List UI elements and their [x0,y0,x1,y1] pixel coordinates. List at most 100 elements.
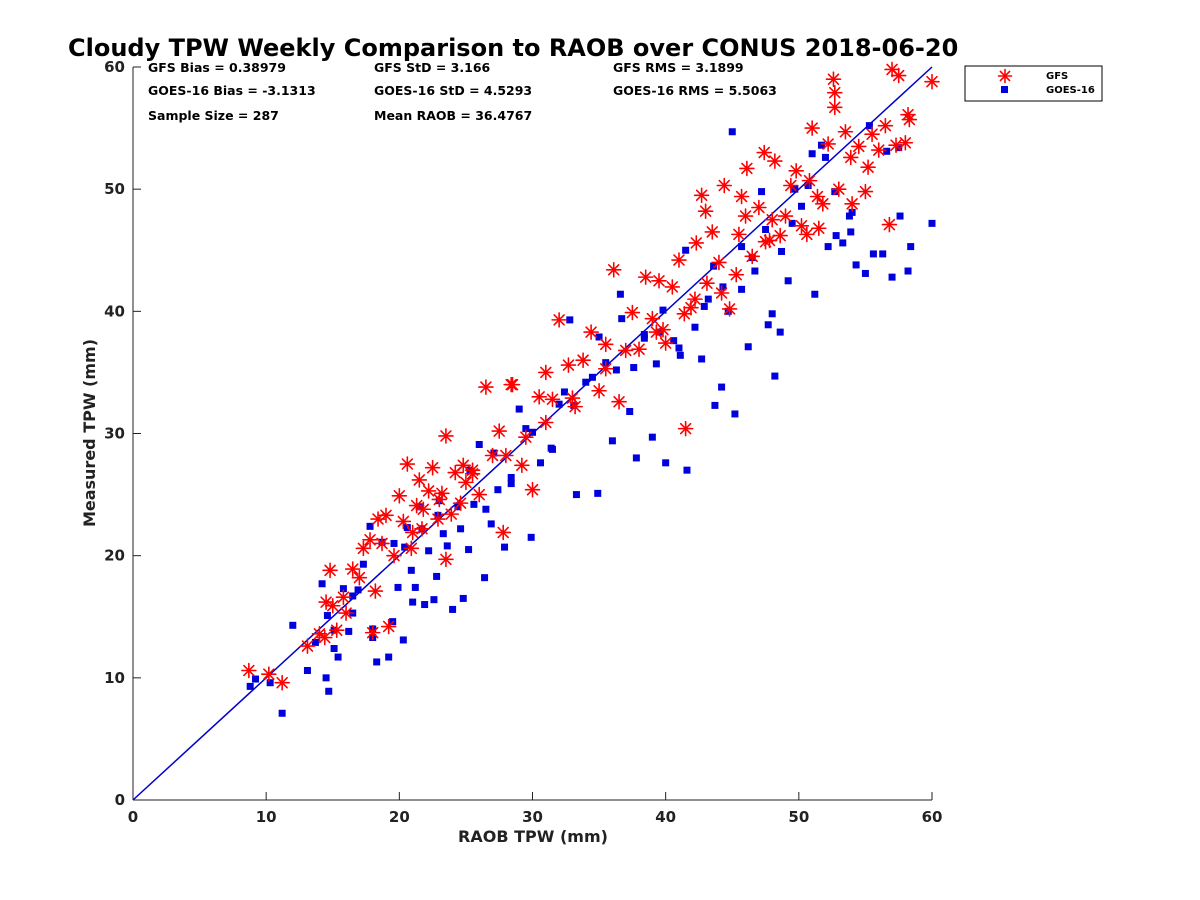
goes16-point [821,153,829,161]
gfs-point [386,547,402,564]
y-tick-label: 30 [104,425,125,443]
gfs-point [825,71,842,88]
goes16-point [719,283,727,291]
gfs-point [430,511,446,527]
goes16-point [698,355,706,363]
goes16-point [776,328,784,336]
goes16-point [758,188,766,196]
goes16-point [322,674,330,682]
goes16-point [731,410,739,418]
goes16-point [560,388,568,396]
gfs-point [538,414,554,431]
legend-goes-marker [1001,86,1008,93]
gfs-point [777,208,794,224]
goes16-point [852,261,860,269]
goes16-point [536,459,544,467]
gfs-point [438,551,454,568]
goes16-point [527,533,535,541]
gfs-point [744,248,761,265]
gfs-point [804,120,820,136]
y-tick-label: 60 [104,58,125,76]
gfs-point [431,491,448,508]
goes16-point [595,333,603,341]
goes16-point [710,262,718,270]
goes16-point [252,675,260,683]
x-axis-ticks: 0 10 20 30 40 50 60 [128,792,942,826]
gfs-point [328,622,345,638]
gfs-point [495,524,512,541]
goes16-point [548,445,556,453]
gfs-point [801,172,818,189]
legend: GFS GOES-16 [964,65,1103,102]
gfs-point [531,389,547,405]
gfs-point [788,163,804,179]
series-goes16 [246,122,936,717]
stat-gfs-std: GFS StD = 3.166 [374,60,491,75]
gfs-point [518,429,534,445]
goes16-point [481,574,489,582]
goes16-point [612,366,620,374]
gfs-point [544,391,561,408]
gfs-point [583,324,599,340]
goes16-point [487,520,495,528]
goes16-point [728,128,736,136]
goes16-point [566,316,574,324]
goes16-point [457,525,465,533]
y-axis-ticks: 0 10 20 30 40 50 60 [104,58,141,809]
goes16-point [345,627,353,635]
goes16-point [449,605,457,613]
goes16-point [318,580,326,588]
legend-goes-label: GOES-16 [1046,85,1095,96]
gfs-point [498,447,514,464]
goes16-point [744,343,752,351]
gfs-point [772,227,788,244]
goes16-point [266,679,274,687]
gfs-point [261,666,277,682]
gfs-point [664,279,681,295]
gfs-point [484,447,501,464]
goes16-point [904,267,912,275]
gfs-point [826,99,843,116]
goes16-point [366,522,374,530]
goes16-point [824,243,832,251]
goes16-point [797,202,805,210]
series-gfs [241,61,940,691]
stat-gfs-rms: GFS RMS = 3.1899 [613,60,744,75]
plot-area [132,61,940,801]
gfs-point [756,144,773,161]
goes16-point [675,344,683,352]
goes16-point [718,383,726,391]
gfs-point [617,342,634,359]
gfs-point [458,474,474,491]
goes16-point [784,277,792,285]
gfs-point [820,136,836,152]
gfs-point [380,618,397,635]
goes16-point [303,667,311,675]
gfs-point [452,495,469,511]
goes16-point [421,601,429,609]
goes16-point [676,351,684,359]
goes16-point [608,437,616,445]
gfs-point [757,233,774,250]
goes16-point [494,486,502,494]
gfs-point [900,106,916,123]
gfs-point [241,662,257,679]
gfs-point [399,456,416,472]
goes16-point [831,188,839,196]
gfs-point [524,481,541,498]
goes16-point [616,290,624,298]
gfs-point [721,301,738,317]
goes16-point [928,219,936,227]
gfs-point [391,488,408,504]
gfs-point [783,177,799,194]
x-tick-label: 30 [522,808,543,826]
goes16-point [845,212,853,220]
gfs-point [844,196,860,212]
goes16-point [848,208,856,216]
gfs-point [611,393,627,410]
goes16-point [630,364,638,372]
goes16-point [394,583,402,591]
gfs-point [716,177,733,194]
goes16-point [439,530,447,538]
goes16-point [804,182,812,190]
